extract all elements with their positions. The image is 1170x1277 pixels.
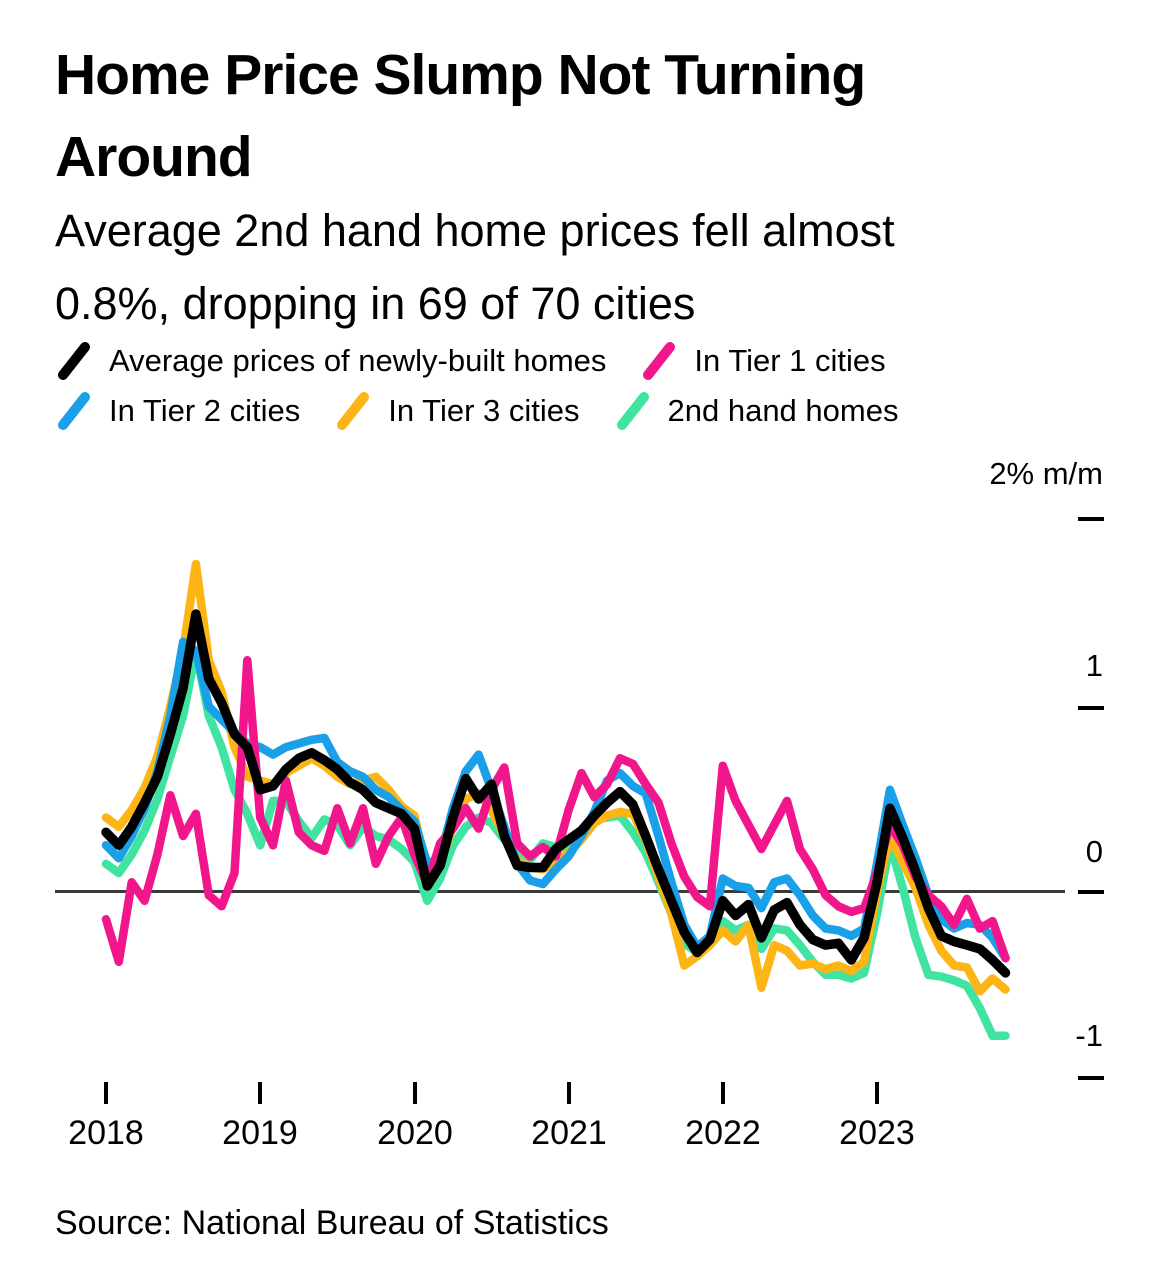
chart-subtitle-line-1: Average 2nd hand home prices fell almost (55, 205, 895, 256)
legend-item-tier-3-cities: In Tier 3 cities (334, 389, 580, 433)
y-axis-tick-0 (1078, 890, 1104, 894)
legend: Average prices of newly-built homes In T… (55, 336, 1135, 436)
legend-label: In Tier 2 cities (109, 393, 301, 428)
chart-subtitle: Average 2nd hand home prices fell almost… (55, 194, 1115, 340)
legend-line-marker-icon (643, 342, 676, 380)
y-axis-label-2pct: 2% m/m (989, 456, 1103, 491)
chart-title: Home Price Slump Not Turning Around (55, 34, 1055, 198)
chart-title-line-2: Around (55, 125, 253, 189)
legend-item-2nd-hand-homes: 2nd hand homes (614, 389, 899, 433)
legend-item-newly-built-homes: Average prices of newly-built homes (55, 339, 606, 383)
x-axis-tick-2018 (104, 1082, 108, 1104)
zero-axis-line (55, 890, 1065, 893)
legend-line-marker-icon (58, 342, 90, 380)
y-axis-tick-1 (1078, 706, 1104, 710)
x-axis-tick-2019 (258, 1082, 262, 1104)
x-axis-tick-2022 (721, 1082, 725, 1104)
series-line-in-tier-3-cities (101, 559, 1010, 996)
y-axis-label-1: 1 (1085, 648, 1103, 683)
legend-label: In Tier 1 cities (694, 343, 886, 378)
chart-title-line-1: Home Price Slump Not Turning (55, 43, 866, 107)
series-line-average-prices-of-newly-built-homes (101, 609, 1011, 978)
legend-line-marker-icon (337, 392, 370, 430)
x-axis-label-2023: 2023 (839, 1114, 915, 1152)
y-axis-label-neg1: -1 (1075, 1018, 1103, 1053)
x-axis-label-2022: 2022 (685, 1114, 761, 1152)
series-line-in-tier-2-cities (101, 637, 1010, 963)
legend-line-marker-icon (616, 392, 649, 430)
y-axis-tick-neg1 (1078, 1076, 1104, 1080)
legend-line-marker-icon (58, 392, 90, 430)
x-axis-tick-2020 (413, 1082, 417, 1104)
x-axis-label-2020: 2020 (377, 1114, 453, 1152)
legend-row-2: In Tier 2 cities In Tier 3 cities 2nd ha… (55, 386, 1135, 436)
legend-label: Average prices of newly-built homes (109, 343, 607, 378)
y-axis-label-0: 0 (1085, 834, 1103, 869)
y-axis-tick-2 (1078, 517, 1104, 521)
source-credit: Source: National Bureau of Statistics (55, 1204, 609, 1242)
x-axis-label-2021: 2021 (531, 1114, 607, 1152)
legend-row-1: Average prices of newly-built homes In T… (55, 336, 1135, 386)
chart-subtitle-line-2: 0.8%, dropping in 69 of 70 cities (55, 278, 696, 329)
x-axis-label-2018: 2018 (68, 1114, 144, 1152)
series-line-in-tier-1-cities (101, 656, 1010, 967)
legend-label: In Tier 3 cities (388, 393, 580, 428)
legend-label: 2nd hand homes (667, 393, 899, 428)
series-line-2nd-hand-homes (101, 646, 1010, 1041)
x-axis-tick-2021 (567, 1082, 571, 1104)
x-axis-label-2019: 2019 (222, 1114, 298, 1152)
legend-item-tier-2-cities: In Tier 2 cities (55, 389, 300, 433)
legend-item-tier-1-cities: In Tier 1 cities (640, 339, 886, 383)
x-axis-tick-2023 (875, 1082, 879, 1104)
